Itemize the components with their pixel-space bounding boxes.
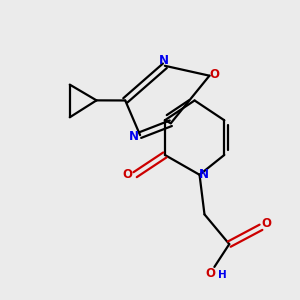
Text: O: O bbox=[205, 267, 215, 280]
Text: N: N bbox=[159, 54, 169, 67]
Text: N: N bbox=[198, 168, 208, 181]
Text: N: N bbox=[129, 130, 139, 143]
Text: O: O bbox=[261, 217, 271, 230]
Text: H: H bbox=[218, 270, 227, 280]
Text: O: O bbox=[123, 168, 133, 181]
Text: O: O bbox=[210, 68, 220, 81]
